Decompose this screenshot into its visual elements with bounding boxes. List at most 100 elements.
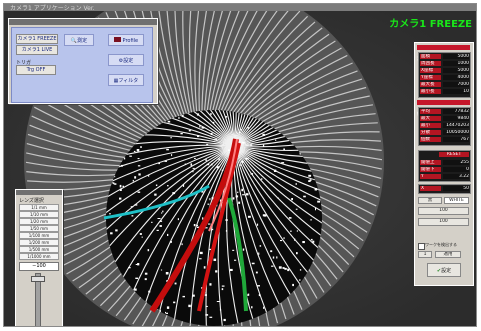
speck [160,225,162,227]
speck [296,252,298,254]
cam1-live-button[interactable]: カメラ1 LIVE [16,45,58,55]
bin-field[interactable]: 100 [418,207,469,215]
speck [211,164,213,166]
profile-label: Profile [123,38,139,44]
speck [120,189,122,192]
row-label: 閾値上 [420,160,441,165]
profile-button[interactable]: Profile [108,34,144,46]
speck [291,198,293,200]
speck [239,141,240,142]
lens-item[interactable]: 1/100 mm [19,232,59,239]
white-radio[interactable]: WHITE [444,197,469,204]
lens-item[interactable]: 1/500 mm [19,246,59,253]
speck [299,279,300,281]
speck [172,192,175,194]
speck [228,150,231,151]
speck [278,198,279,199]
speck [171,137,172,138]
speck [214,259,217,261]
speck [205,159,207,161]
speck [121,165,123,167]
speck [157,230,159,231]
row-label: 個数 [420,137,441,142]
filter-button[interactable]: ▦フィルタ [108,74,144,86]
speck [188,305,191,307]
trigger-toggle[interactable]: Trg OFF [16,65,56,75]
row-label: 最小長 [420,89,441,94]
speck [134,151,136,152]
row-value: 5000 [443,54,469,59]
speck [135,278,138,279]
speck [199,258,202,259]
speck [182,115,184,117]
speck [138,173,140,175]
speck [296,183,298,184]
row-value: 77832 [443,109,469,114]
lens-value[interactable]: −100 [19,262,59,271]
speck [166,272,169,275]
speck [162,211,163,213]
speck [315,188,317,190]
speck [252,263,255,265]
speck [180,133,182,134]
speck [207,164,210,165]
speck [287,269,289,271]
speck [240,129,242,130]
speck [134,204,137,205]
control-titlebar[interactable] [9,19,157,25]
black-radio[interactable]: 黒 [418,197,442,204]
ok-button[interactable]: ✔設定 [427,263,461,277]
lens-item[interactable]: 1/50 mm [19,225,59,232]
settings-button[interactable]: ⚙設定 [108,54,144,66]
row-value: 7000 [443,82,469,87]
speck [113,182,114,184]
sec1-header: 測定結果 [417,45,470,50]
speck [224,319,226,321]
stat-row: 最小 14470203 [420,123,469,129]
lens-item[interactable]: 1/1 mm [19,204,59,211]
lens-item[interactable]: 1/200 mm [19,239,59,246]
lens-item[interactable]: 1/20 mm [19,218,59,225]
speck [241,189,243,191]
speck [238,202,240,204]
measure-button[interactable]: 🔍測定 [64,34,94,46]
lens-item[interactable]: 1/10 mm [19,211,59,218]
speck [257,224,258,226]
row-value[interactable]: 0 [443,167,469,172]
row-value[interactable]: 255 [443,160,469,165]
num-field[interactable]: 1 [418,251,432,258]
speck [158,218,161,219]
cam1-freeze-button[interactable]: カメラ1 FREEZE [16,34,58,44]
filter-label: フィルタ [118,78,138,84]
speck [292,284,294,286]
reset-button[interactable]: RESET [439,152,469,157]
speck [222,288,224,290]
speck [209,317,212,318]
apply-button[interactable]: 適用 [435,251,461,258]
speck [263,307,264,309]
speck [240,164,242,165]
speck [140,146,142,148]
row-value: 10050000 [443,130,469,135]
speck [158,163,160,164]
speck [276,256,277,258]
speck [194,224,196,226]
size-field[interactable]: 100 [418,218,469,226]
detect-checkbox[interactable] [418,243,425,250]
lens-slider-thumb[interactable] [31,276,45,282]
ok-label: 設定 [441,268,451,274]
speck [233,197,235,199]
speck [165,312,166,314]
row-label: Y [420,174,441,179]
lens-titlebar[interactable] [16,190,62,195]
settings-label: 設定 [123,58,133,64]
title-bar[interactable]: カメラ1 アプリケーション Ver. [4,4,476,11]
speck [311,239,313,241]
lens-item[interactable]: 1/1000 mm [19,253,59,260]
coord-row: Y 3.22 [420,174,469,180]
speck [263,145,264,147]
speck [129,156,132,157]
speck [280,240,282,241]
speck [178,218,179,220]
speck [175,283,177,285]
